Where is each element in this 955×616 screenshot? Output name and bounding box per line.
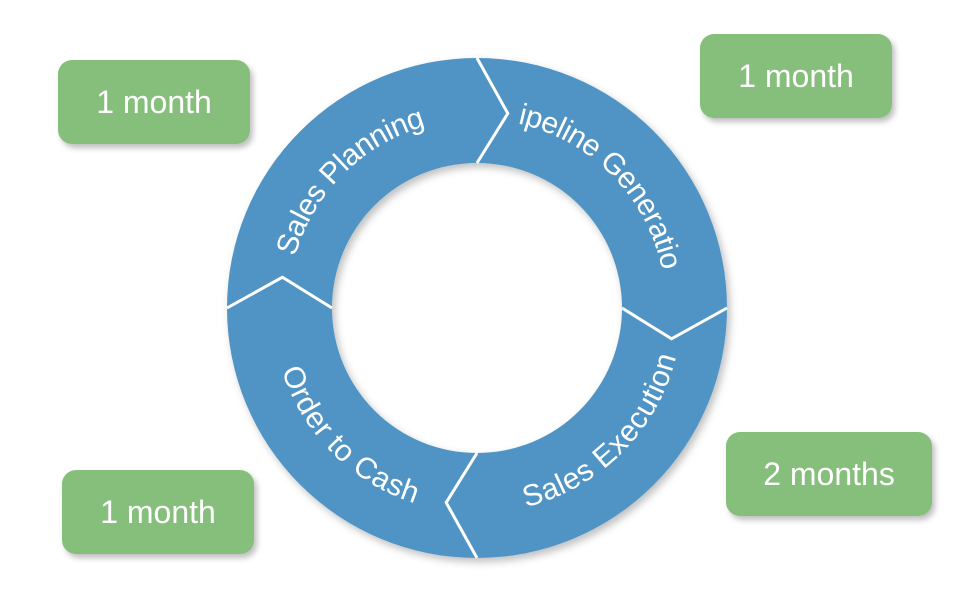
badge-label: 1 month [96, 84, 212, 121]
process-ring [227, 58, 727, 558]
badge-pipeline-generation: 1 month [700, 34, 892, 118]
badge-label: 2 months [763, 456, 895, 493]
badge-sales-planning: 1 month [58, 60, 250, 144]
badge-label: 1 month [738, 58, 854, 95]
badge-order-to-cash: 1 month [62, 470, 254, 554]
badge-sales-execution: 2 months [726, 432, 932, 516]
diagram-stage: Sales PlanningPipeline GenerationSales E… [0, 0, 955, 616]
badge-label: 1 month [100, 494, 216, 531]
